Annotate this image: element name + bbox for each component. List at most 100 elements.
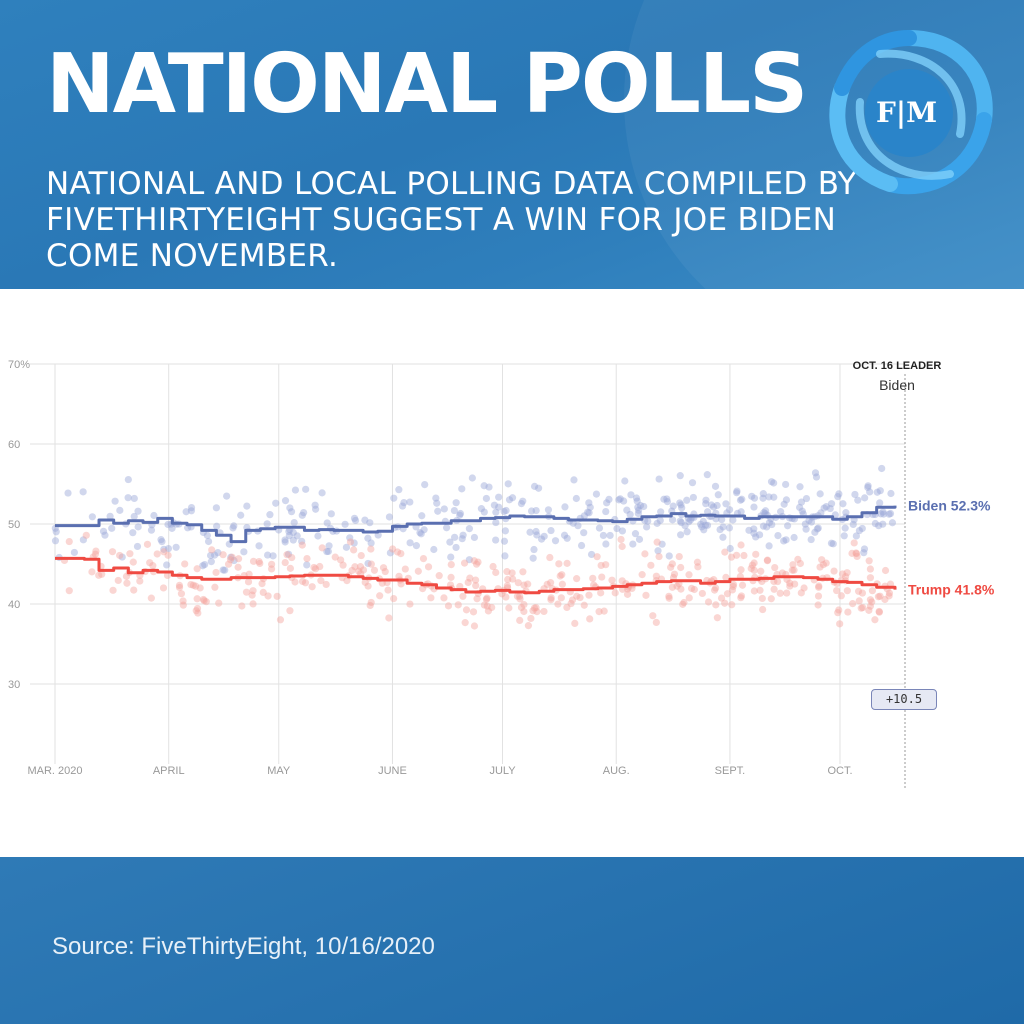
biden-poll-dot [885, 510, 893, 518]
trump-poll-dot [642, 591, 650, 599]
trump-poll-dot [797, 589, 805, 597]
trump-poll-dot [527, 614, 535, 623]
trump-poll-dot [647, 561, 655, 569]
biden-poll-dot [492, 536, 500, 544]
biden-poll-dot [540, 532, 548, 540]
biden-poll-dot [433, 499, 441, 507]
trump-poll-dot [665, 594, 673, 602]
trump-poll-dot [177, 590, 186, 598]
biden-poll-dot [300, 509, 308, 517]
trump-poll-dot [836, 620, 844, 628]
biden-poll-dot [790, 533, 798, 542]
trump-poll-dot [179, 601, 187, 609]
trump-poll-dot [717, 594, 726, 602]
trump-poll-dot [65, 537, 73, 546]
trump-poll-dot [447, 561, 455, 569]
biden-poll-dot [663, 497, 672, 506]
trump-poll-dot [623, 590, 632, 598]
biden-poll-dot [768, 520, 776, 529]
biden-poll-dot [688, 479, 697, 487]
biden-poll-dot [291, 486, 300, 494]
axis-labels-layer: 30 40 50 60 70% MAR. 2020 APRIL MAY JUNE JULY AUG.… [8, 359, 853, 777]
trump-poll-dot [376, 592, 384, 600]
biden-poll-dot [606, 531, 614, 540]
biden-poll-dot [718, 516, 726, 524]
biden-end-label: Biden 52.3% [908, 498, 991, 514]
biden-poll-dot [406, 539, 414, 547]
trump-poll-dot [800, 584, 808, 592]
trump-poll-dot [815, 582, 823, 590]
trump-poll-dot [520, 581, 528, 589]
trump-poll-dot [440, 594, 448, 602]
trump-poll-dot [611, 589, 619, 597]
biden-poll-dot [134, 523, 142, 531]
trump-poll-dot [249, 587, 257, 595]
trump-poll-dot [114, 576, 122, 585]
biden-poll-dot [289, 528, 297, 537]
trump-poll-dot [554, 600, 562, 608]
trump-poll-dot [406, 600, 414, 608]
biden-poll-dot [626, 510, 634, 519]
biden-poll-dot [759, 522, 768, 530]
trump-poll-dot [505, 604, 513, 612]
leader-name: Biden [879, 377, 915, 393]
trump-poll-dot [447, 573, 455, 581]
biden-poll-dot [501, 552, 509, 560]
biden-poll-dot [64, 489, 72, 497]
biden-poll-dot [230, 522, 238, 530]
biden-poll-dot [134, 507, 142, 515]
biden-poll-dot [52, 528, 60, 536]
biden-poll-dot [468, 474, 476, 482]
trump-poll-dot [841, 572, 850, 581]
biden-poll-dot [876, 487, 884, 495]
trump-poll-dot [129, 558, 137, 566]
biden-poll-dot [327, 510, 335, 518]
biden-poll-dot [798, 507, 806, 515]
trump-poll-dot [713, 614, 721, 622]
biden-poll-dot [685, 518, 693, 526]
biden-poll-dot [465, 525, 474, 533]
trump-poll-dot [366, 601, 374, 610]
trump-poll-dot [786, 582, 794, 590]
trump-poll-dot [833, 586, 841, 595]
biden-poll-dot [470, 533, 479, 542]
trump-poll-dot [723, 590, 732, 598]
trump-poll-dot [767, 595, 775, 603]
biden-poll-dot [111, 497, 119, 505]
trump-poll-dot [667, 563, 675, 571]
trump-poll-dot [234, 563, 242, 571]
trump-poll-dot [181, 560, 189, 568]
trump-poll-dot [618, 577, 626, 585]
biden-poll-dot [658, 540, 666, 548]
biden-poll-dot [351, 516, 360, 525]
trump-poll-dot [91, 550, 100, 558]
biden-poll-dot [133, 542, 142, 551]
trump-poll-dot [469, 608, 478, 616]
biden-poll-dot [849, 520, 857, 529]
biden-poll-dot [210, 551, 219, 559]
trump-poll-dot [361, 578, 369, 586]
biden-poll-dot [634, 509, 642, 518]
biden-poll-dot [130, 494, 138, 503]
header-banner: NATIONAL POLLS NATIONAL AND LOCAL POLLIN… [0, 0, 1024, 289]
trump-poll-dot [818, 556, 826, 564]
trump-poll-dot [822, 559, 830, 567]
trump-poll-dot [576, 593, 584, 602]
trump-poll-dot [189, 581, 197, 589]
biden-poll-dot [505, 496, 514, 504]
biden-poll-dot [595, 524, 604, 532]
trump-poll-dot [854, 587, 863, 595]
biden-poll-dot [879, 520, 887, 528]
trump-poll-dot [395, 572, 403, 580]
trump-poll-dot [563, 603, 571, 612]
trump-poll-dot [516, 595, 524, 603]
biden-poll-dot [386, 549, 394, 557]
biden-poll-dot [530, 482, 539, 490]
trump-poll-dot [677, 585, 685, 593]
trump-poll-dot [595, 608, 603, 616]
biden-poll-dot [586, 503, 594, 511]
biden-poll-dot [880, 510, 888, 518]
biden-poll-dot [780, 500, 788, 508]
biden-poll-dot [106, 512, 114, 520]
biden-poll-dot [385, 513, 394, 521]
